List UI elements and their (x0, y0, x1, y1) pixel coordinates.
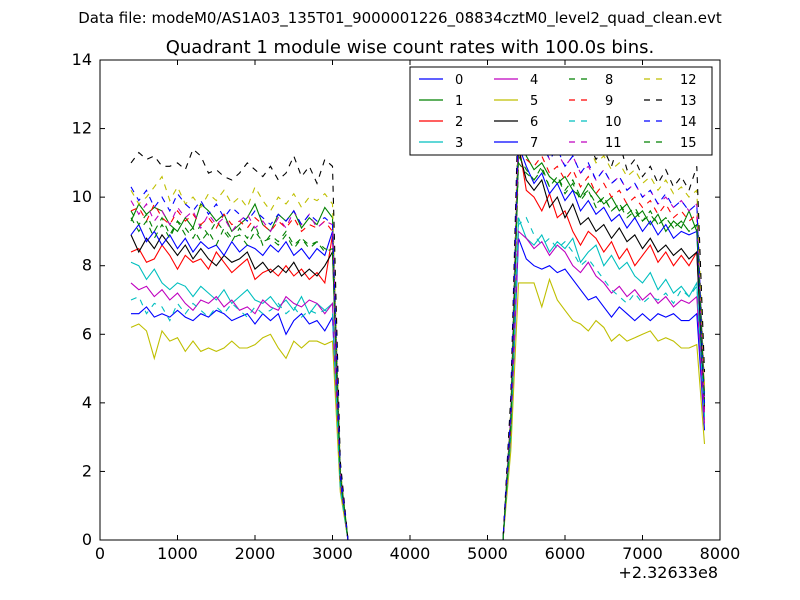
legend-label-5: 5 (530, 94, 538, 109)
legend-label-3: 3 (455, 136, 463, 151)
series-line-9 (130, 142, 706, 541)
series-line-6 (130, 148, 706, 541)
figure-suptitle: Data file: modeM0/AS1A03_135T01_90000012… (78, 9, 722, 27)
legend-label-9: 9 (605, 94, 613, 109)
legend-label-1: 1 (455, 94, 463, 109)
legend-label-0: 0 (455, 73, 463, 88)
y-tick-label: 8 (82, 256, 92, 275)
series-line-0 (131, 238, 706, 541)
x-tick-label: 4000 (390, 544, 431, 563)
y-tick-label: 12 (72, 119, 92, 138)
legend-label-11: 11 (605, 136, 622, 151)
series-line-2 (130, 142, 706, 541)
x-tick-label: 2000 (235, 544, 276, 563)
x-offset-label: +2.32633e8 (618, 563, 718, 582)
x-tick-label: 1000 (157, 544, 198, 563)
x-tick-label: 3000 (312, 544, 353, 563)
x-tick-label: 8000 (700, 544, 741, 563)
legend-label-6: 6 (530, 115, 538, 130)
series-line-15 (130, 154, 706, 541)
axes-layer: 0 1000 2000 3000 4000 5000 6000 7000 80000246810… (72, 50, 741, 563)
series-line-10 (130, 216, 706, 541)
legend-label-10: 10 (605, 115, 622, 130)
series-layer (130, 94, 706, 541)
legend-label-13: 13 (680, 94, 697, 109)
y-tick-label: 14 (72, 50, 92, 69)
chart-title: Quadrant 1 module wise count rates with … (165, 37, 655, 58)
series-line-3 (130, 217, 706, 541)
legend-label-8: 8 (605, 73, 613, 88)
legend-box (409, 66, 713, 156)
legend-label-2: 2 (455, 115, 463, 130)
y-tick-label: 6 (82, 324, 92, 343)
series-line-4 (130, 230, 706, 541)
x-tick-label: 7000 (622, 544, 663, 563)
series-line-5 (130, 277, 706, 541)
y-tick-label: 2 (82, 461, 92, 480)
series-line-1 (130, 135, 706, 541)
y-tick-label: 4 (82, 393, 92, 412)
legend-label-12: 12 (680, 73, 697, 88)
series-line-8 (130, 161, 706, 541)
y-tick-label: 0 (82, 530, 92, 549)
x-tick-label: 5000 (467, 544, 508, 563)
legend-label-4: 4 (530, 73, 538, 88)
series-line-14 (130, 121, 706, 541)
series-line-12 (130, 106, 706, 541)
legend-label-7: 7 (530, 136, 538, 151)
x-tick-label: 0 (95, 544, 105, 563)
y-tick-label: 10 (72, 187, 92, 206)
series-line-11 (130, 128, 706, 541)
legend-label-15: 15 (680, 136, 697, 151)
series-line-13 (130, 94, 706, 541)
x-tick-label: 6000 (545, 544, 586, 563)
legend-label-14: 14 (680, 115, 697, 130)
